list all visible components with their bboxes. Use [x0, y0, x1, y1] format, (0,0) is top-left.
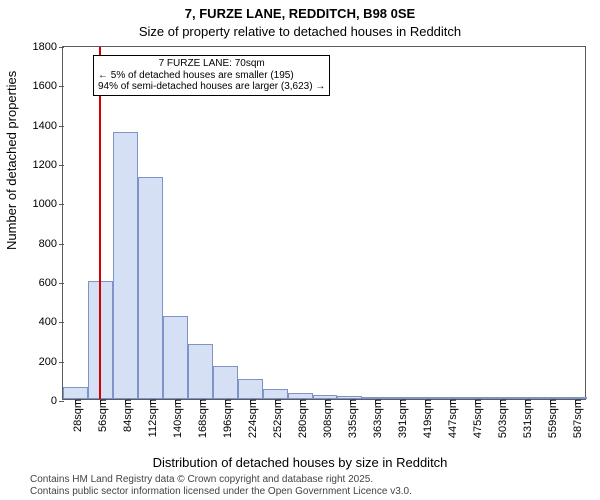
annotation-box: 7 FURZE LANE: 70sqm← 5% of detached hous… — [93, 55, 330, 96]
footnote: Contains HM Land Registry data © Crown c… — [30, 474, 412, 498]
y-tick-label: 1200 — [33, 159, 63, 171]
x-tick-label: 280sqm — [291, 399, 309, 438]
x-axis-label: Distribution of detached houses by size … — [0, 455, 600, 470]
y-tick-label: 400 — [39, 316, 63, 328]
y-tick-label: 600 — [39, 277, 63, 289]
footnote-line-2: Contains public sector information licen… — [30, 486, 412, 498]
chart-subtitle: Size of property relative to detached ho… — [0, 24, 600, 39]
plot-area: 02004006008001000120014001600180028sqm56… — [62, 46, 586, 400]
histogram-bar — [138, 177, 163, 399]
x-tick-label: 447sqm — [441, 399, 459, 438]
x-tick-label: 335sqm — [341, 399, 359, 438]
histogram-bar — [188, 344, 213, 399]
histogram-bar — [263, 389, 288, 399]
y-tick-label: 800 — [39, 238, 63, 250]
x-tick-label: 503sqm — [491, 399, 509, 438]
footnote-line-1: Contains HM Land Registry data © Crown c… — [30, 474, 412, 486]
annotation-line: 7 FURZE LANE: 70sqm — [98, 58, 325, 70]
x-tick-label: 28sqm — [66, 399, 84, 432]
y-tick-label: 1000 — [33, 198, 63, 210]
y-tick-label: 1800 — [33, 41, 63, 53]
chart-title: 7, FURZE LANE, REDDITCH, B98 0SE — [0, 6, 600, 21]
histogram-bar — [113, 132, 138, 399]
y-tick-label: 1600 — [33, 80, 63, 92]
histogram-bar — [213, 366, 238, 399]
x-tick-label: 391sqm — [391, 399, 409, 438]
x-tick-label: 363sqm — [366, 399, 384, 438]
x-tick-label: 419sqm — [416, 399, 434, 438]
x-tick-label: 475sqm — [466, 399, 484, 438]
x-tick-label: 196sqm — [216, 399, 234, 438]
histogram-bar — [163, 316, 188, 399]
x-tick-label: 559sqm — [541, 399, 559, 438]
x-tick-label: 252sqm — [266, 399, 284, 438]
x-tick-label: 112sqm — [141, 399, 159, 437]
y-tick-label: 0 — [51, 395, 63, 407]
x-tick-label: 587sqm — [566, 399, 584, 438]
x-tick-label: 224sqm — [241, 399, 259, 438]
x-tick-label: 56sqm — [91, 399, 109, 432]
x-tick-label: 308sqm — [316, 399, 334, 438]
marker-line — [99, 47, 101, 399]
y-tick-label: 200 — [39, 356, 63, 368]
annotation-line: 94% of semi-detached houses are larger (… — [98, 81, 325, 93]
y-tick-label: 1400 — [33, 120, 63, 132]
x-tick-label: 140sqm — [166, 399, 184, 438]
annotation-line: ← 5% of detached houses are smaller (195… — [98, 70, 325, 82]
x-tick-label: 168sqm — [191, 399, 209, 438]
histogram-bar — [238, 379, 263, 399]
histogram-bar — [63, 387, 88, 399]
y-axis-label: Number of detached properties — [4, 71, 19, 250]
x-tick-label: 531sqm — [516, 399, 534, 438]
x-tick-label: 84sqm — [116, 399, 134, 432]
